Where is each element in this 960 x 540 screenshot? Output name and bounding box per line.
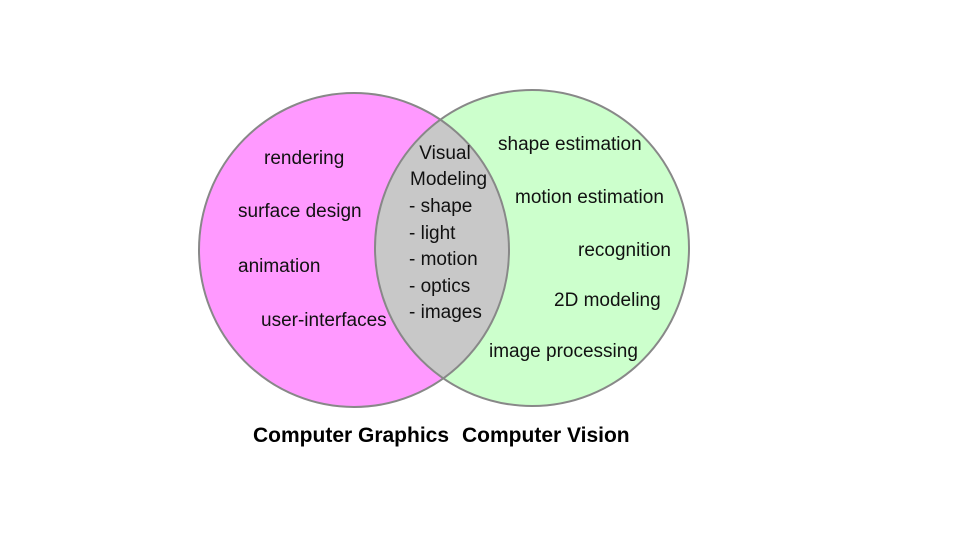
overlap-item-light: - light bbox=[409, 222, 456, 244]
overlap-title-line2: Modeling bbox=[410, 169, 488, 190]
overlap-region bbox=[375, 93, 509, 406]
graphics-item-surface-design: surface design bbox=[238, 201, 362, 222]
overlap-title-line1: Visual bbox=[419, 143, 471, 164]
vision-item-shape-estimation: shape estimation bbox=[498, 134, 642, 155]
overlap-item-motion: - motion bbox=[409, 249, 478, 270]
overlap-item-images: - images bbox=[409, 302, 482, 323]
overlap-list: - shape - light - motion - optics - imag… bbox=[409, 194, 482, 327]
graphics-item-animation: animation bbox=[238, 256, 321, 277]
vision-item-motion-estimation: motion estimation bbox=[515, 187, 664, 208]
graphics-item-user-interfaces: user-interfaces bbox=[261, 310, 387, 331]
graphics-circle-outline bbox=[198, 92, 510, 408]
overlap-title: Visual Modeling bbox=[410, 141, 488, 193]
vision-circle-outline bbox=[374, 89, 690, 407]
overlap-item-optics: - optics bbox=[409, 275, 471, 297]
vision-item-recognition: recognition bbox=[578, 240, 671, 261]
graphics-item-rendering: rendering bbox=[264, 148, 345, 169]
vision-item-image-processing: image processing bbox=[489, 341, 638, 362]
vision-item-2d-modeling: 2D modeling bbox=[554, 290, 661, 311]
overlap-item-shape: - shape bbox=[409, 196, 473, 217]
graphics-caption: Computer Graphics bbox=[253, 424, 450, 447]
vision-caption: Computer Vision bbox=[462, 424, 630, 447]
